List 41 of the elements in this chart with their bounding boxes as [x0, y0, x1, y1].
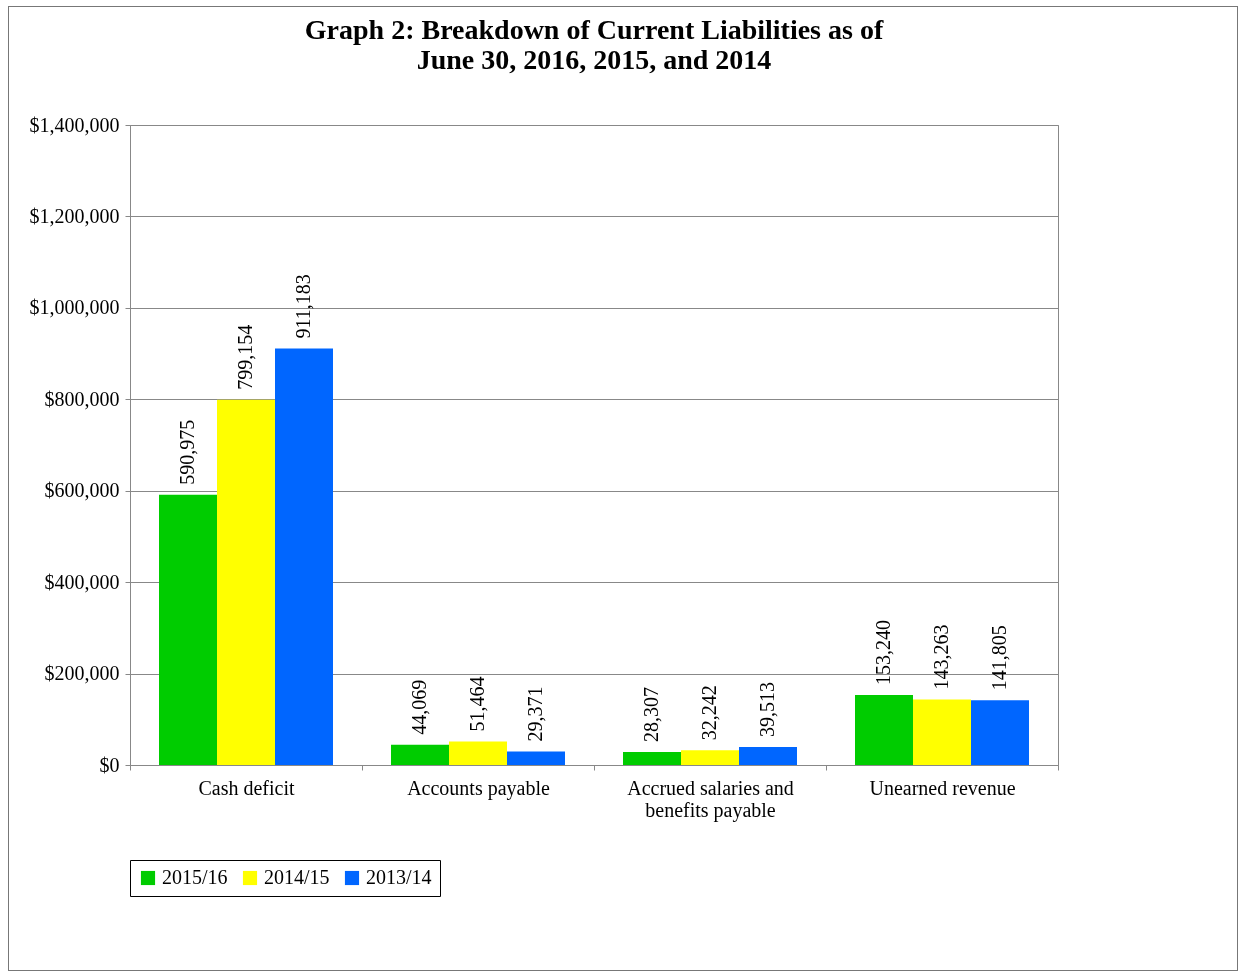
bar: [623, 752, 681, 765]
text: June 30, 2016, 2015, and 2014: [416, 44, 772, 75]
y-tick-label: $400,000: [44, 570, 120, 593]
x-tick-label: Unearned revenue: [869, 776, 1016, 799]
data-label: 799,154: [234, 324, 256, 390]
data-label: 141,805: [988, 625, 1010, 691]
data-label: 51,464: [466, 676, 488, 732]
data-label: 590,975: [176, 419, 198, 485]
bar: [391, 744, 449, 765]
data-label: 29,371: [524, 686, 546, 742]
y-tick-label: $600,000: [44, 479, 120, 502]
bar: [275, 348, 333, 765]
data-label: 28,307: [640, 687, 662, 743]
bar: [971, 700, 1029, 765]
x-tick-label: Accrued salaries and benefits payable: [627, 776, 794, 822]
y-tick-label: $800,000: [44, 387, 120, 410]
bar: [739, 746, 797, 765]
x-tick-label: Cash deficit: [198, 776, 295, 799]
bar: [159, 494, 217, 765]
data-label: 911,183: [292, 274, 314, 339]
y-tick-label: $1,000,000: [29, 296, 120, 319]
x-tick-label: Accounts payable: [407, 776, 550, 800]
y-tick-label: $1,400,000: [29, 113, 120, 136]
bar: [855, 694, 913, 765]
y-tick-label: $1,200,000: [29, 204, 120, 227]
bar: [681, 750, 739, 765]
legend-label: 2013/14: [366, 866, 432, 888]
data-label: 143,263: [930, 624, 952, 690]
bar: [217, 399, 275, 765]
bar: [449, 741, 507, 765]
data-label: 39,513: [756, 681, 778, 737]
data-label: 153,240: [872, 619, 894, 685]
bar: [507, 751, 565, 765]
data-label: 44,069: [408, 679, 430, 735]
y-tick-label: $200,000: [44, 662, 120, 685]
legend-label: 2014/15: [264, 866, 330, 888]
legend-label: 2015/16: [162, 866, 228, 888]
text: Graph 2: Breakdown of Current Liabilities as of: [304, 14, 884, 45]
y-tick-label: $0: [99, 753, 120, 776]
data-label: 32,242: [698, 685, 720, 741]
bar: [913, 699, 971, 765]
